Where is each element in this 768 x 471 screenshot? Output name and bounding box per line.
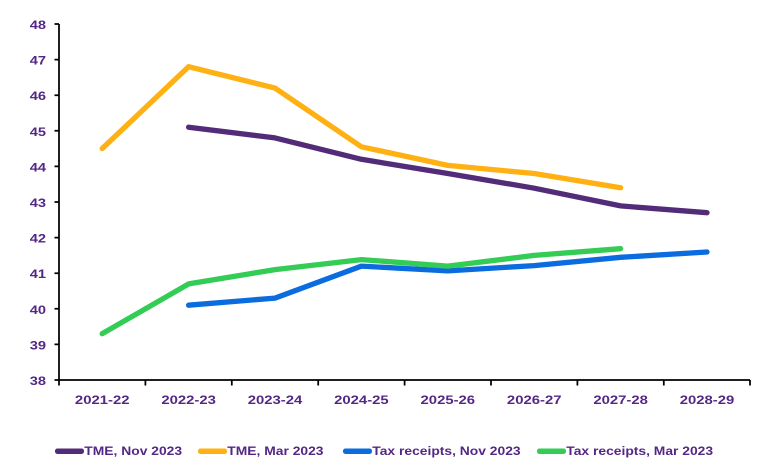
svg-text:2023-24: 2023-24 <box>248 393 303 406</box>
svg-text:2024-25: 2024-25 <box>334 393 389 406</box>
svg-text:2028-29: 2028-29 <box>680 393 735 406</box>
svg-text:Tax receipts, Mar 2023: Tax receipts, Mar 2023 <box>566 444 713 458</box>
svg-text:48: 48 <box>30 18 47 31</box>
svg-text:43: 43 <box>30 196 46 209</box>
svg-text:2021-22: 2021-22 <box>75 393 130 406</box>
svg-text:38: 38 <box>30 374 47 387</box>
svg-text:2025-26: 2025-26 <box>421 393 476 406</box>
svg-text:44: 44 <box>30 161 47 174</box>
svg-text:39: 39 <box>30 339 46 352</box>
svg-text:40: 40 <box>30 303 46 316</box>
svg-text:TME, Mar 2023: TME, Mar 2023 <box>227 444 323 458</box>
svg-text:2027-28: 2027-28 <box>593 393 648 406</box>
svg-text:2026-27: 2026-27 <box>507 393 562 406</box>
svg-text:41: 41 <box>30 267 47 280</box>
svg-text:46: 46 <box>30 89 46 102</box>
svg-text:Tax receipts, Nov 2023: Tax receipts, Nov 2023 <box>372 444 520 458</box>
svg-text:2022-23: 2022-23 <box>161 393 216 406</box>
svg-text:42: 42 <box>30 232 46 245</box>
svg-text:45: 45 <box>30 125 47 138</box>
svg-text:47: 47 <box>30 54 46 67</box>
svg-text:TME, Nov 2023: TME, Nov 2023 <box>84 444 182 458</box>
